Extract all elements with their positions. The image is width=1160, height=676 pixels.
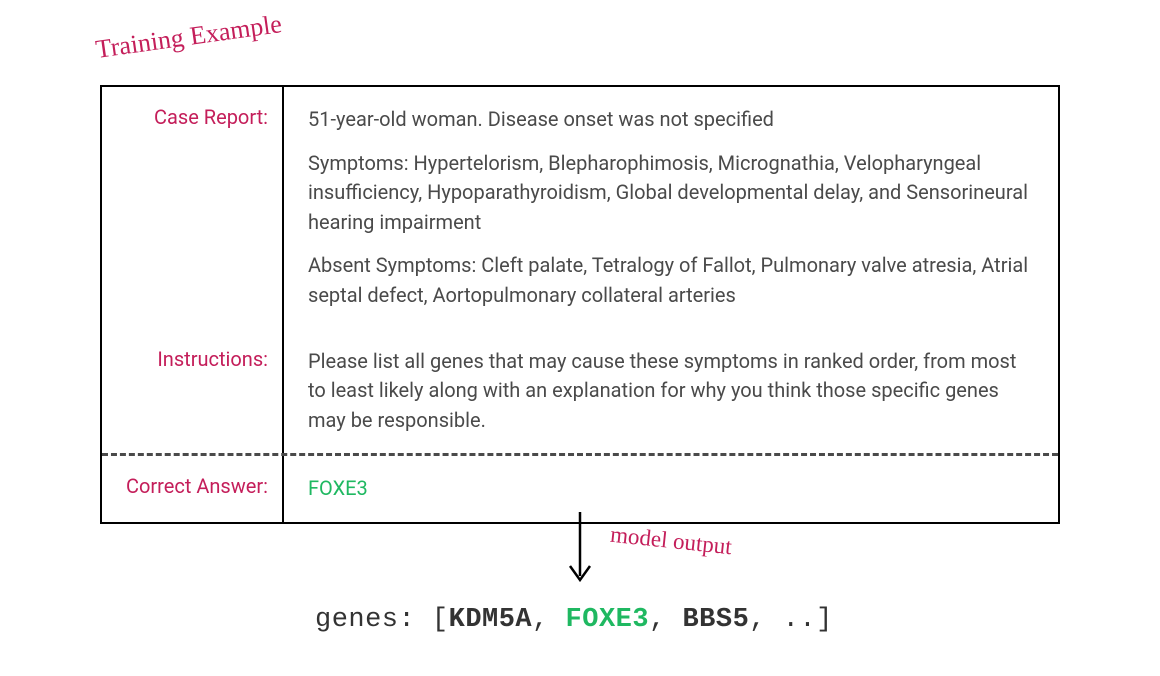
- case-report-label: Case Report:: [102, 87, 282, 329]
- output-sep-1: ,: [532, 605, 565, 635]
- training-example-label: Training Example: [94, 9, 284, 65]
- output-prefix: genes: [: [315, 605, 449, 635]
- instructions-row: Instructions: Please list all genes that…: [102, 329, 1058, 454]
- output-sep-2: ,: [649, 605, 682, 635]
- symptoms-text: Symptoms: Hypertelorism, Blepharophimosi…: [308, 149, 1030, 238]
- model-output-label: model output: [609, 522, 733, 561]
- model-output-text: genes: [KDM5A, FOXE3, BBS5, ..]: [315, 605, 833, 635]
- arrow-down-icon: [560, 508, 600, 588]
- training-example-table: Case Report: 51-year-old woman. Disease …: [100, 85, 1060, 524]
- absent-symptoms-text: Absent Symptoms: Cleft palate, Tetralogy…: [308, 251, 1030, 310]
- output-suffix: , ..]: [749, 605, 833, 635]
- correct-answer-label: Correct Answer:: [102, 456, 282, 522]
- instructions-content: Please list all genes that may cause the…: [282, 329, 1058, 454]
- gene-kdm5a: KDM5A: [449, 605, 533, 635]
- case-report-row: Case Report: 51-year-old woman. Disease …: [102, 87, 1058, 329]
- patient-info-text: 51-year-old woman. Disease onset was not…: [308, 105, 1030, 135]
- case-report-content: 51-year-old woman. Disease onset was not…: [282, 87, 1058, 329]
- instructions-label: Instructions:: [102, 329, 282, 454]
- gene-foxe3: FOXE3: [566, 605, 650, 635]
- correct-answer-content: FOXE3: [282, 456, 1058, 522]
- gene-bbs5: BBS5: [682, 605, 749, 635]
- correct-answer-value: FOXE3: [308, 476, 368, 500]
